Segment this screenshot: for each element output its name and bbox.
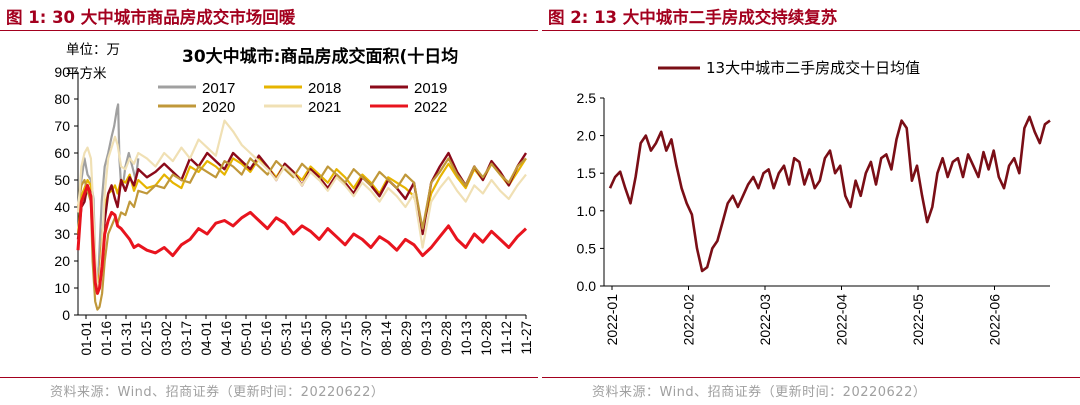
y-tick-label: 90 — [54, 64, 70, 80]
series-line — [608, 115, 1051, 273]
x-tick-label: 09-28 — [439, 321, 454, 356]
figure-2: 图 2: 13 大中城市二手房成交持续复苏 0.0 0.5 1.0 1.5 2.0 2.5… — [542, 0, 1080, 405]
legend-label-2017: 2017 — [202, 80, 235, 97]
x-tick-label: 10-13 — [459, 321, 474, 356]
figure-2-source: 资料来源：Wind、招商证券（更新时间：20220622） — [592, 385, 927, 400]
chart-title: 30大中城市:商品房成交面积(十日均 — [182, 46, 458, 67]
x-tick-label: 04-16 — [219, 321, 234, 356]
series-line-2017 — [76, 103, 140, 290]
y-tick-label: 30 — [54, 226, 70, 242]
x-tick-label: 2022-06 — [987, 294, 1003, 346]
legend-label: 13大中城市二手房成交十日均值 — [706, 59, 920, 77]
legend-label-2020: 2020 — [202, 99, 235, 116]
series-line-2022 — [76, 183, 528, 295]
x-tick-label: 09-13 — [419, 321, 434, 356]
x-tick-label: 2022-02 — [681, 294, 697, 346]
x-tick-label: 02-15 — [139, 321, 154, 356]
y-tick-label: 70 — [54, 118, 70, 134]
x-tick-label: 10-28 — [479, 321, 494, 356]
y-axis-label-line-1: 单位：万 — [66, 42, 120, 58]
x-tick-label: 2022-05 — [910, 294, 926, 346]
x-tick-label: 01-01 — [79, 321, 94, 356]
x-tick-label: 2022-04 — [834, 294, 850, 346]
series-line-2019 — [76, 151, 528, 292]
y-tick-label: 1.5 — [577, 165, 597, 181]
x-tick-label: 01-31 — [119, 321, 134, 356]
y-tick-label: 0 — [62, 307, 70, 323]
y-tick-label: 0.5 — [577, 240, 597, 256]
chart-30-city-new-home-sales: 0 10 20 30 40 50 60 70 80 90 01-01 01-16 01-31 02-15 0… — [54, 42, 534, 356]
x-tick-label: 11-12 — [499, 321, 514, 355]
x-tick-label: 05-16 — [259, 321, 274, 356]
figure-1-title-rule — [0, 30, 538, 31]
y-tick-label: 10 — [54, 280, 70, 296]
x-tick-label: 06-15 — [299, 321, 314, 356]
figure-1-source: 资料来源：Wind、招商证券（更新时间：20220622） — [50, 385, 385, 400]
legend-label-2018: 2018 — [308, 80, 341, 97]
x-tick-label: 03-17 — [179, 321, 194, 356]
x-tick-label: 07-15 — [339, 321, 354, 356]
x-tick-label: 04-01 — [199, 321, 214, 356]
x-tick-label: 08-14 — [379, 321, 394, 356]
x-tick-label: 11-27 — [519, 321, 534, 355]
y-tick-label: 2.0 — [577, 128, 597, 144]
legend-label-2021: 2021 — [308, 99, 341, 116]
y-tick-label: 60 — [54, 145, 70, 161]
x-tick-label: 05-31 — [279, 321, 294, 356]
y-tick-label: 80 — [54, 91, 70, 107]
x-tick-label: 08-29 — [399, 321, 414, 356]
y-tick-label: 40 — [54, 199, 70, 215]
legend-label-2022: 2022 — [414, 99, 447, 116]
figure-2-title-rule — [542, 30, 1080, 31]
figure-1-bottom-rule — [0, 377, 538, 378]
figure-1-title: 图 1: 30 大中城市商品房成交市场回暖 — [6, 8, 296, 27]
x-tick-label: 06-30 — [319, 321, 334, 356]
x-tick-label: 01-16 — [99, 321, 114, 356]
y-tick-label: 20 — [54, 253, 70, 269]
series-line-2021 — [76, 119, 527, 290]
y-tick-label: 1.0 — [577, 203, 597, 219]
y-tick-label: 2.5 — [577, 90, 597, 106]
x-tick-label: 2022-01 — [604, 294, 620, 346]
figure-1: 图 1: 30 大中城市商品房成交市场回暖 0 10 20 30 40 50 60 70 80 9… — [0, 0, 538, 405]
x-tick-label: 2022-03 — [757, 294, 773, 346]
legend-label-2019: 2019 — [414, 80, 447, 97]
figure-2-bottom-rule — [542, 377, 1080, 378]
x-tick-label: 05-01 — [239, 321, 254, 356]
y-axis-label-line-2: 平方米 — [66, 66, 107, 82]
x-tick-label: 03-02 — [159, 321, 174, 356]
y-tick-label: 50 — [54, 172, 70, 188]
chart-13-city-second-hand-sales: 0.0 0.5 1.0 1.5 2.0 2.5 2022-01 2022-02 2022-03 2… — [577, 59, 1051, 346]
figure-2-title: 图 2: 13 大中城市二手房成交持续复苏 — [548, 8, 838, 27]
y-tick-label: 0.0 — [577, 278, 597, 294]
x-tick-label: 07-30 — [359, 321, 374, 356]
series-line-2020 — [76, 157, 527, 311]
